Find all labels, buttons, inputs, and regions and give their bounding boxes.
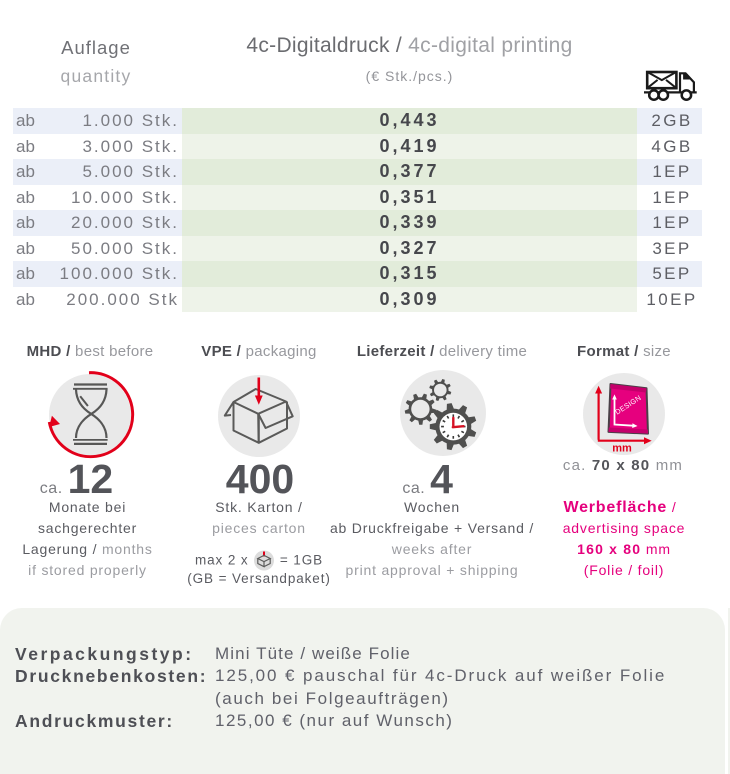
svg-text:mm: mm (612, 443, 632, 455)
